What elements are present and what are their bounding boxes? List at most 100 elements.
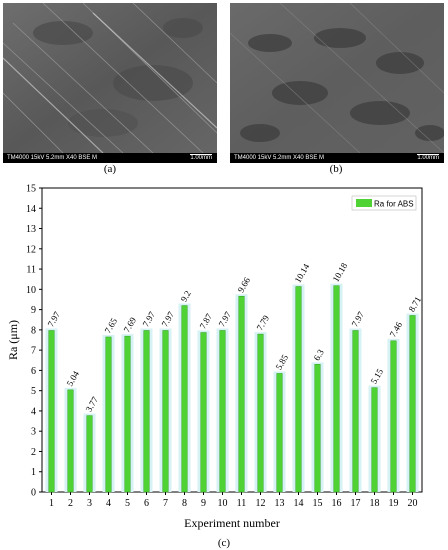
bar	[200, 332, 207, 493]
y-tick-label: 5	[31, 386, 36, 397]
data-label: 8.71	[407, 295, 424, 314]
sem-info-text-b: TM4000 15kV 5.2mm X40 BSE M	[234, 155, 325, 161]
scale-bar-b	[417, 154, 439, 155]
data-label: 7.65	[103, 316, 120, 335]
x-tick-label: 8	[182, 498, 187, 509]
y-tick-label: 0	[31, 488, 36, 499]
bar-series	[45, 283, 419, 493]
plot-area	[41, 187, 423, 493]
data-label: 7.69	[122, 315, 139, 334]
x-tick-label: 1	[49, 498, 54, 509]
data-label: 10.14	[293, 262, 312, 285]
bar	[105, 336, 112, 493]
y-tick-label: 9	[31, 305, 36, 316]
bar	[86, 415, 93, 493]
data-label: 7.97	[141, 309, 158, 328]
bar	[314, 364, 321, 493]
sem-scale-text-b: 1.00mm	[417, 155, 439, 161]
x-tick-label: 2	[68, 498, 73, 509]
bar	[143, 330, 150, 493]
x-tick-label: 5	[125, 498, 130, 509]
data-label: 7.97	[160, 309, 177, 328]
data-label: 6.3	[312, 347, 327, 362]
sem-image-a: TM4000 15kV 5.2mm X40 BSE M 1.00mm	[3, 3, 217, 163]
data-label: 5.04	[65, 369, 82, 388]
x-tick-label: 19	[389, 498, 399, 509]
bar	[371, 387, 378, 493]
y-axis-label: Ra (μm)	[6, 320, 20, 360]
bar	[352, 330, 359, 493]
sem-texture-a	[3, 3, 217, 153]
bar	[238, 295, 245, 493]
y-tick-label: 2	[31, 447, 36, 458]
x-tick-label: 9	[201, 498, 206, 509]
sem-info-bar-a: TM4000 15kV 5.2mm X40 BSE M 1.00mm	[3, 153, 217, 163]
bar	[390, 340, 397, 493]
bar	[181, 305, 188, 493]
y-tick-label: 11	[26, 265, 36, 276]
x-axis: 1 2 3 4 5 6 7 8 9 10 11 12 13 14 15 16 17 18 19 20	[49, 492, 418, 509]
panel-caption-b: (b)	[329, 163, 343, 175]
panel-caption-a: (a)	[103, 163, 117, 175]
y-tick-label: 12	[26, 244, 36, 255]
scale-bar-a	[190, 154, 212, 155]
figure-caption: (c)	[218, 537, 231, 549]
x-tick-label: 15	[313, 498, 323, 509]
x-tick-label: 7	[163, 498, 168, 509]
x-tick-label: 6	[144, 498, 149, 509]
legend: Ra for ABS	[351, 195, 417, 211]
x-tick-label: 3	[87, 498, 92, 509]
data-label: 3.77	[84, 395, 101, 414]
y-tick-label: 15	[26, 184, 36, 195]
x-tick-label: 18	[370, 498, 380, 509]
data-label: 7.87	[198, 311, 215, 330]
sem-scale-text-a: 1.00mm	[190, 155, 212, 161]
y-tick-label: 13	[26, 224, 36, 235]
y-tick-label: 4	[31, 406, 36, 417]
y-tick-label: 8	[31, 325, 36, 336]
bar	[48, 330, 55, 493]
x-tick-label: 11	[237, 498, 247, 509]
bar	[409, 315, 416, 493]
x-tick-label: 16	[332, 498, 342, 509]
y-tick-label: 3	[31, 427, 36, 438]
legend-label: Ra for ABS	[374, 200, 414, 209]
x-tick-label: 12	[256, 498, 266, 509]
data-label: 10.18	[331, 261, 350, 284]
legend-swatch	[356, 199, 372, 207]
data-label: 7.79	[255, 313, 272, 332]
y-tick-label: 14	[26, 204, 36, 215]
x-tick-label: 13	[275, 498, 285, 509]
data-label: 7.46	[388, 320, 405, 339]
x-tick-label: 20	[408, 498, 418, 509]
data-labels: 7.975.043.777.65 7.69 7.97 7.979.27.87 7.979…	[46, 261, 424, 414]
x-tick-label: 10	[218, 498, 228, 509]
data-label: 7.97	[350, 309, 367, 328]
bar	[67, 389, 74, 493]
bar	[333, 285, 340, 493]
y-tick-label: 6	[31, 366, 36, 377]
data-label: 5.85	[274, 352, 291, 371]
bar	[257, 333, 264, 493]
data-label: 9.66	[236, 275, 253, 294]
data-label: 5.15	[369, 367, 386, 386]
x-tick-label: 17	[351, 498, 361, 509]
data-label: 7.97	[46, 309, 63, 328]
sem-texture-b	[230, 3, 444, 153]
bar	[124, 335, 131, 493]
x-tick-label: 4	[106, 498, 111, 509]
data-label: 7.97	[217, 309, 234, 328]
data-label: 9.2	[179, 289, 193, 304]
bar	[276, 373, 283, 493]
sem-info-text-a: TM4000 15kV 5.2mm X40 BSE M	[7, 155, 98, 161]
y-tick-label: 1	[31, 467, 36, 478]
bar	[162, 330, 169, 493]
y-tick-label: 10	[26, 285, 36, 296]
sem-info-bar-b: TM4000 15kV 5.2mm X40 BSE M 1.00mm	[230, 153, 444, 163]
bar	[219, 330, 226, 493]
y-tick-label: 7	[31, 346, 36, 357]
x-tick-label: 14	[294, 498, 304, 509]
x-axis-label: Experiment number	[184, 516, 280, 530]
